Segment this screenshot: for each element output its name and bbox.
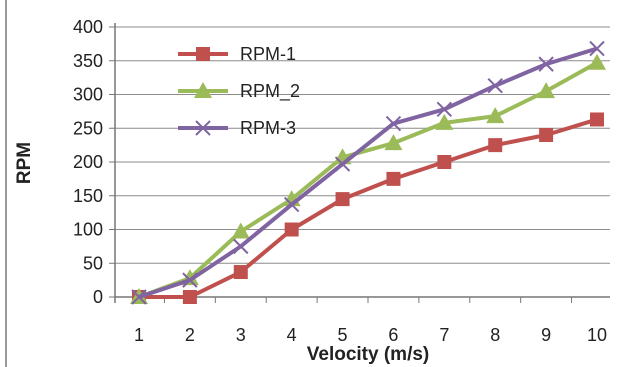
data-point [182,272,198,288]
x-tick-labels: 1 2 3 4 5 6 7 8 9 10 [134,325,607,345]
data-point [334,156,351,172]
x-tick-label: 8 [490,325,500,345]
legend-item: RPM-3 [178,118,296,138]
data-point [231,222,250,239]
series-1 [132,112,604,304]
y-axis-label: RPM [14,142,35,184]
y-tick-label: 0 [93,287,103,307]
data-point [384,134,403,151]
legend: RPM-1 RPM_2 RPM-3 [178,44,300,138]
x-tick-label: 9 [541,325,551,345]
data-point [539,128,554,142]
x-tick-label: 4 [287,325,297,345]
data-point [335,192,350,207]
data-point [283,196,300,213]
data-point [385,115,402,132]
data-point [488,138,503,153]
series-line [139,117,598,299]
x-tick-label: 7 [439,325,449,345]
data-point [233,238,249,255]
data-point [386,171,401,186]
legend-label: RPM-1 [240,44,296,64]
data-point [435,113,454,130]
x-tick-label: 10 [587,325,607,345]
legend-label: RPM_2 [240,81,300,102]
data-point [436,101,453,118]
data-point [589,40,605,57]
legend-item: RPM-1 [178,44,296,64]
y-tick-labels: 0 50 100 150 200 250 300 350 400 [73,17,103,307]
y-tick-label: 350 [73,51,103,71]
data-point [590,112,604,127]
data-point [538,56,554,72]
data-point [486,107,505,124]
data-point [233,265,248,280]
data-point [437,155,452,169]
data-point [537,82,556,99]
axes [109,23,610,303]
legend-marker [196,47,210,61]
series-3 [131,40,605,305]
legend-marker [194,82,212,98]
data-point [588,53,606,70]
y-tick-label: 50 [83,253,103,273]
x-tick-label: 2 [185,325,195,345]
series-group [130,40,606,305]
y-tick-label: 250 [73,118,103,138]
x-tick-label: 6 [388,325,398,345]
series-2 [130,53,606,304]
data-point [487,78,503,94]
legend-item: RPM_2 [178,81,300,102]
legend-marker [195,120,211,136]
y-tick-label: 150 [73,186,103,206]
x-tick-label: 5 [338,325,348,345]
data-point [284,222,299,237]
y-tick-label: 200 [73,152,103,172]
y-tick-label: 100 [73,220,103,240]
x-tick-label: 1 [134,325,144,345]
data-point [182,290,197,304]
data-point [131,289,147,305]
y-tick-label: 300 [73,85,103,105]
x-tick-label: 3 [236,325,246,345]
series-line [138,46,598,299]
y-tick-label: 400 [73,17,103,37]
x-axis-label: Velocity (m/s) [307,344,430,365]
series-line [138,61,598,299]
legend-label: RPM-3 [240,118,296,138]
